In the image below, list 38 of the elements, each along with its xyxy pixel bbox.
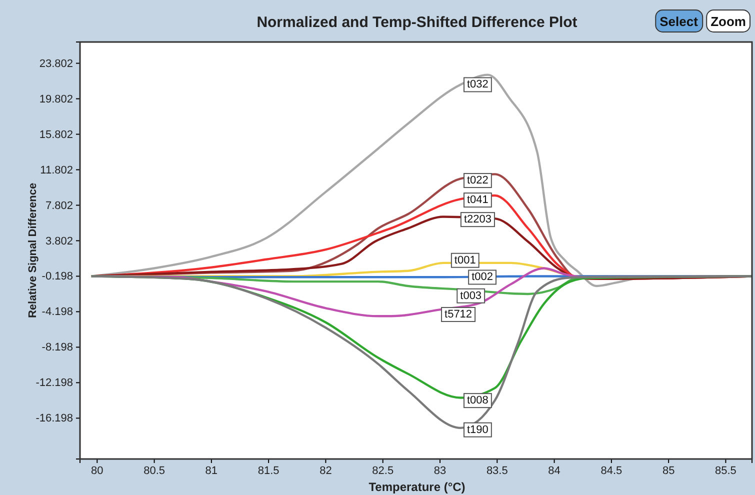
annotation: t2203 [464, 214, 492, 226]
y-tick-label: 3.802 [45, 235, 73, 248]
y-tick-label: 19.802 [39, 93, 73, 106]
annotation: t190 [467, 424, 488, 436]
annotation: t041 [467, 194, 488, 206]
y-tick-label: 7.802 [45, 200, 73, 212]
annotation: t022 [467, 174, 488, 187]
x-tick-label: 85 [662, 464, 675, 477]
text: Zoom [710, 14, 746, 29]
annotation: t5712 [444, 308, 472, 320]
x-tick-label: 80.5 [144, 464, 165, 477]
x-tick-label: 81 [205, 464, 218, 477]
x-tick-label: 80 [91, 464, 104, 477]
x-tick-label: 81.5 [258, 464, 280, 477]
y-tick-label: -0.198 [42, 270, 73, 283]
x-tick-label: 83 [434, 464, 446, 477]
x-tick-label: 85.5 [715, 464, 736, 477]
y-tick-label: -16.198 [36, 412, 73, 425]
chart-title: Normalized and Temp-Shifted Difference Plot [256, 14, 578, 31]
y-tick-label: -8.198 [42, 342, 73, 354]
x-tick-label: 82 [320, 464, 332, 477]
annotation: t008 [467, 394, 488, 407]
y-tick-label: -4.198 [42, 306, 73, 318]
y-tick-label: -12.198 [36, 377, 73, 390]
y-axis-title: Relative Signal Difference [27, 182, 39, 318]
y-tick-label: 15.802 [39, 128, 73, 141]
x-tick-label: 84.5 [600, 464, 622, 477]
annotation: t002 [472, 271, 493, 284]
x-tick-label: 84 [548, 464, 560, 477]
x-axis-title: Temperature (°C) [368, 480, 466, 494]
text: Select [660, 14, 699, 29]
annotation: t001 [454, 254, 476, 266]
annotation: t003 [460, 290, 482, 302]
y-tick-label: 23.802 [39, 58, 73, 70]
x-tick-label: 82.5 [372, 464, 394, 477]
y-tick-label: 11.802 [40, 164, 73, 176]
annotation: t032 [467, 78, 488, 91]
x-tick-label: 83.5 [486, 464, 508, 477]
